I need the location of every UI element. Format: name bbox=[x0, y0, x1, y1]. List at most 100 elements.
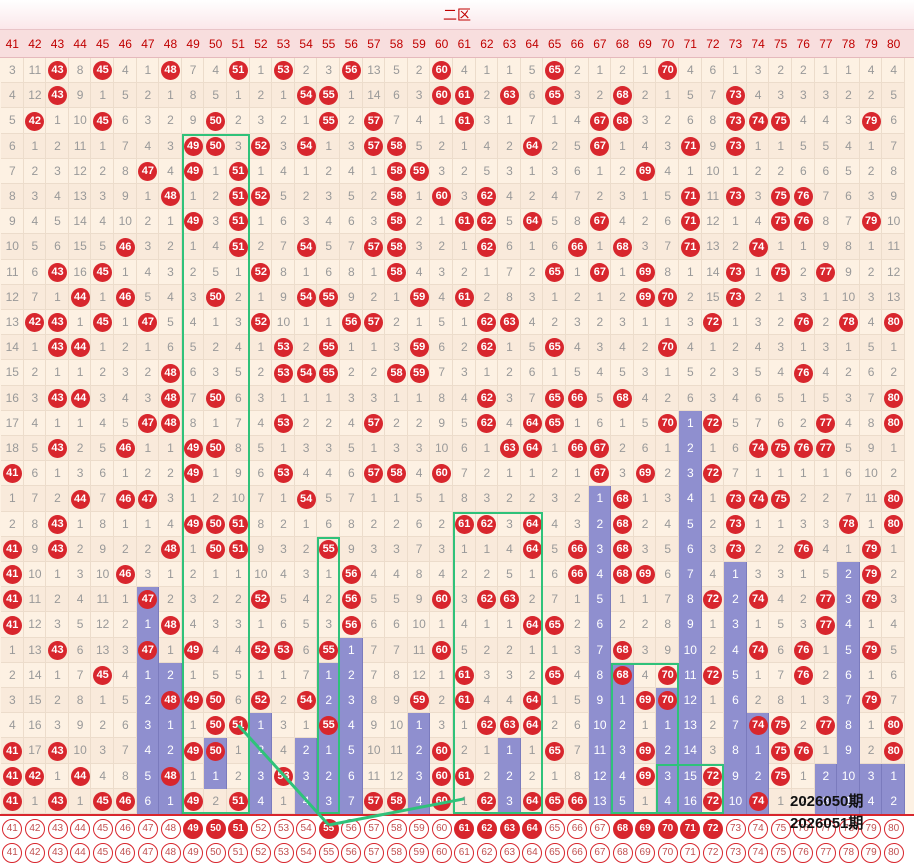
grid-cell bbox=[633, 209, 657, 235]
footer-number-cell[interactable]: 54 bbox=[296, 843, 317, 863]
omission-value: 2 bbox=[212, 189, 220, 203]
footer-number-cell[interactable]: 43 bbox=[47, 843, 68, 863]
footer-number-cell[interactable]: 56 bbox=[341, 819, 362, 839]
footer-number-cell[interactable]: 53 bbox=[273, 819, 294, 839]
footer-number-cell[interactable]: 62 bbox=[476, 843, 497, 863]
footer-number-cell[interactable]: 63 bbox=[499, 819, 520, 839]
footer-number-cell[interactable]: 47 bbox=[137, 819, 158, 839]
omission-value: 1 bbox=[347, 340, 355, 355]
omission-value: 3 bbox=[460, 592, 468, 607]
footer-number-cell[interactable]: 64 bbox=[522, 843, 543, 863]
footer-number-cell[interactable]: 60 bbox=[431, 843, 452, 863]
grid-cell bbox=[136, 133, 160, 159]
footer-number-cell[interactable]: 71 bbox=[680, 819, 701, 839]
footer-number-cell[interactable]: 59 bbox=[409, 843, 430, 863]
footer-number-cell[interactable]: 75 bbox=[770, 819, 791, 839]
grid-cell bbox=[407, 83, 431, 109]
footer-number-cell[interactable]: 73 bbox=[725, 843, 746, 863]
footer-number-cell[interactable]: 46 bbox=[115, 819, 136, 839]
footer-number-cell[interactable]: 71 bbox=[680, 843, 701, 863]
footer-number-cell[interactable]: 51 bbox=[228, 843, 249, 863]
omission-value: 7 bbox=[845, 214, 852, 229]
footer-number-cell[interactable]: 74 bbox=[748, 843, 769, 863]
omission-value: 12 bbox=[96, 617, 110, 632]
footer-number-cell[interactable]: 46 bbox=[115, 843, 136, 863]
footer-number-cell[interactable]: 45 bbox=[92, 819, 113, 839]
footer-number-cell[interactable]: 58 bbox=[386, 843, 407, 863]
footer-number-cell[interactable]: 57 bbox=[363, 843, 384, 863]
footer-number-cell[interactable]: 75 bbox=[770, 843, 791, 863]
footer-number-cell[interactable]: 42 bbox=[24, 843, 45, 863]
footer-number-cell[interactable]: 68 bbox=[612, 819, 633, 839]
footer-number-cell[interactable]: 43 bbox=[47, 819, 68, 839]
drawn-number-ball: 58 bbox=[387, 212, 406, 232]
footer-number-cell[interactable]: 73 bbox=[725, 819, 746, 839]
omission-value: 2 bbox=[483, 289, 491, 304]
footer-number-cell[interactable]: 44 bbox=[70, 819, 91, 839]
footer-number-cell[interactable]: 78 bbox=[838, 843, 859, 863]
footer-number-cell[interactable]: 70 bbox=[657, 819, 678, 839]
footer-number-cell[interactable]: 70 bbox=[657, 843, 678, 863]
footer-number-cell[interactable]: 41 bbox=[2, 843, 23, 863]
header-number: 75 bbox=[774, 37, 788, 51]
footer-number-cell[interactable]: 47 bbox=[137, 843, 158, 863]
omission-value: 5 bbox=[370, 592, 378, 607]
footer-number-cell[interactable]: 48 bbox=[160, 843, 181, 863]
footer-number-cell[interactable]: 56 bbox=[341, 843, 362, 863]
footer-number-cell[interactable]: 69 bbox=[635, 843, 656, 863]
omission-value: 10 bbox=[412, 617, 426, 632]
footer-number-cell[interactable]: 64 bbox=[522, 819, 543, 839]
footer-number-cell[interactable]: 69 bbox=[635, 819, 656, 839]
footer-number-cell[interactable]: 45 bbox=[92, 843, 113, 863]
footer-number-cell[interactable]: 65 bbox=[544, 819, 565, 839]
footer-number-cell[interactable]: 52 bbox=[250, 819, 271, 839]
omission-value: 5 bbox=[890, 88, 898, 103]
footer-number-cell[interactable]: 72 bbox=[702, 819, 723, 839]
footer-number-cell[interactable]: 80 bbox=[883, 843, 904, 863]
footer-number-cell[interactable]: 48 bbox=[160, 819, 181, 839]
footer-number-cell[interactable]: 52 bbox=[250, 843, 271, 863]
footer-number-cell[interactable]: 61 bbox=[454, 843, 475, 863]
footer-number-cell[interactable]: 72 bbox=[702, 843, 723, 863]
footer-number-cell[interactable]: 49 bbox=[183, 843, 204, 863]
footer-number-cell[interactable]: 74 bbox=[748, 819, 769, 839]
footer-number-cell[interactable]: 49 bbox=[183, 819, 204, 839]
footer-number-cell[interactable]: 58 bbox=[386, 819, 407, 839]
footer-number-cell[interactable]: 57 bbox=[363, 819, 384, 839]
footer-number-cell[interactable]: 79 bbox=[861, 843, 882, 863]
footer-number-cell[interactable]: 50 bbox=[205, 819, 226, 839]
omission-value: 16 bbox=[5, 390, 19, 405]
footer-number-cell[interactable]: 59 bbox=[409, 819, 430, 839]
footer-number-cell[interactable]: 67 bbox=[589, 843, 610, 863]
footer-number-cell[interactable]: 44 bbox=[70, 843, 91, 863]
omission-value: 4 bbox=[506, 541, 513, 556]
footer-number-cell[interactable]: 62 bbox=[476, 819, 497, 839]
footer-number-cell[interactable]: 50 bbox=[205, 843, 226, 863]
footer-number-cell[interactable]: 61 bbox=[454, 819, 475, 839]
grid-cell bbox=[792, 158, 815, 184]
drawn-number-ball: 57 bbox=[364, 136, 384, 156]
footer-number-cell[interactable]: 63 bbox=[499, 843, 520, 863]
footer-number-cell[interactable]: 65 bbox=[544, 843, 565, 863]
footer-number-cell[interactable]: 55 bbox=[318, 819, 339, 839]
header-number: 50 bbox=[209, 37, 223, 51]
footer-number-cell[interactable]: 60 bbox=[431, 819, 452, 839]
footer-number-cell[interactable]: 67 bbox=[589, 819, 610, 839]
omission-value: 2 bbox=[370, 365, 378, 380]
omission-value: 7 bbox=[890, 138, 898, 153]
footer-number-cell[interactable]: 55 bbox=[318, 843, 339, 863]
omission-value: 1 bbox=[460, 315, 468, 329]
footer-number-cell[interactable]: 51 bbox=[228, 819, 249, 839]
drawn-number-ball: 62 bbox=[477, 388, 497, 408]
footer-number-cell[interactable]: 53 bbox=[273, 843, 294, 863]
footer-number-cell[interactable]: 54 bbox=[296, 819, 317, 839]
omission-value: 9 bbox=[709, 138, 717, 153]
footer-number-cell[interactable]: 66 bbox=[567, 819, 588, 839]
footer-number-cell[interactable]: 77 bbox=[815, 843, 836, 863]
footer-number-cell[interactable]: 76 bbox=[793, 843, 814, 863]
footer-number-cell[interactable]: 66 bbox=[567, 843, 588, 863]
footer-number-cell[interactable]: 68 bbox=[612, 843, 633, 863]
footer-number-cell[interactable]: 41 bbox=[2, 819, 23, 839]
footer-number-cell[interactable]: 42 bbox=[24, 819, 45, 839]
omission-value: 2 bbox=[212, 793, 220, 808]
